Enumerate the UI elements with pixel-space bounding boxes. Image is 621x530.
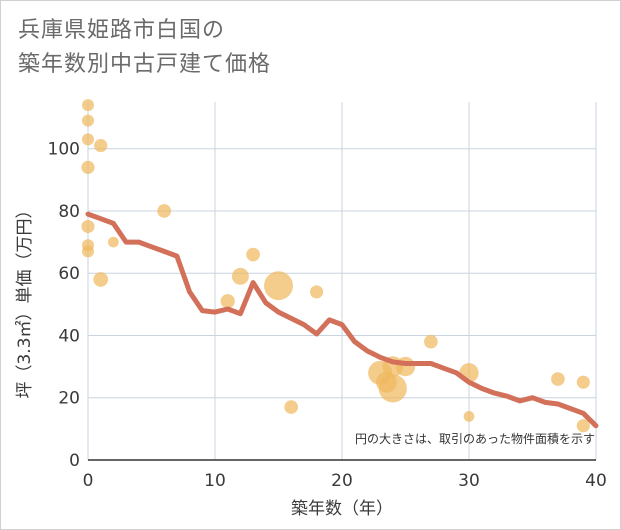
y-tick-label: 40	[58, 326, 80, 346]
scatter-point	[82, 133, 94, 146]
y-axis-label: 坪（3.3㎡）単価（万円）	[15, 201, 35, 398]
y-tick-label: 100	[48, 140, 80, 160]
scatter-point	[284, 400, 299, 414]
scatter-point	[94, 139, 108, 153]
average-line-group	[85, 211, 599, 429]
scatter-point	[157, 204, 172, 218]
scatter-point	[81, 160, 95, 174]
y-tick-label: 0	[69, 451, 80, 471]
scatter-point	[576, 419, 590, 433]
scatter-point	[82, 245, 94, 258]
title-line-1: 兵庫県姫路市白国の	[18, 18, 226, 43]
scatter-point	[395, 356, 416, 377]
scatter-point	[551, 372, 565, 386]
x-axis-label: 築年数（年）	[291, 499, 393, 519]
scatter-point	[82, 99, 94, 112]
x-tick-label: 30	[458, 471, 480, 491]
scatter-point	[576, 375, 590, 389]
scatter-point	[424, 334, 438, 349]
x-tick-label: 20	[331, 471, 353, 491]
scatter-point	[108, 236, 119, 248]
y-tick-label: 60	[58, 264, 80, 284]
scatter-point	[463, 411, 475, 422]
scatter-point	[82, 114, 94, 127]
x-tick-label: 10	[204, 471, 226, 491]
scatter-point	[310, 285, 324, 299]
x-tick-label: 40	[585, 471, 607, 491]
scatter-points	[81, 99, 590, 433]
scatter-point	[93, 272, 109, 287]
chart-title: 兵庫県姫路市白国の 築年数別中古戸建て価格	[18, 14, 271, 82]
size-note: 円の大きさは、取引のあった物件面積を示す	[355, 431, 595, 446]
scatter-point	[81, 219, 95, 234]
x-tick-label: 0	[83, 471, 94, 491]
scatter-point	[378, 374, 407, 403]
y-tick-label: 20	[58, 389, 80, 409]
scatter-point	[231, 267, 249, 285]
scatter-point	[264, 271, 293, 301]
scatter-point	[220, 294, 235, 309]
average-price-line	[85, 211, 599, 429]
scatter-point	[246, 247, 260, 262]
title-line-2: 築年数別中古戸建て価格	[18, 52, 272, 77]
axes: 0 10 20 30 40 0 20 40 60 80 100	[48, 140, 607, 491]
y-tick-label: 80	[58, 202, 80, 222]
grid	[87, 102, 597, 461]
